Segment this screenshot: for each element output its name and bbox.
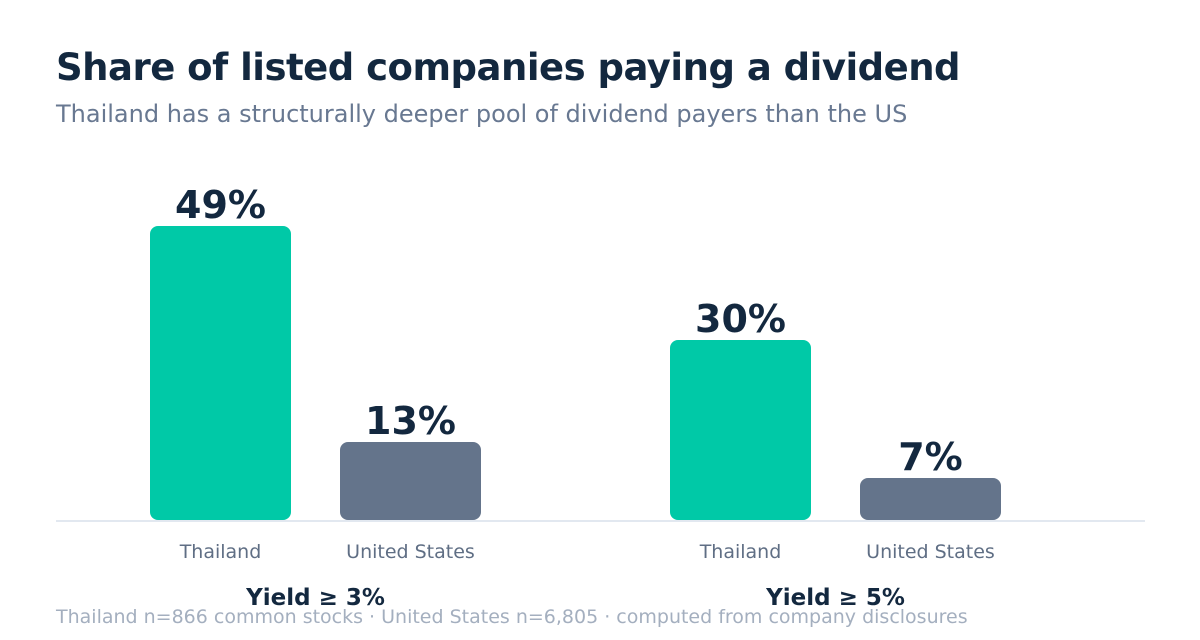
category-label: United States [346, 541, 475, 563]
value-label: 30% [695, 297, 786, 341]
category-label: Thailand [179, 541, 262, 563]
chart-title: Share of listed companies paying a divid… [56, 46, 961, 89]
value-label: 13% [365, 399, 456, 443]
bar-united-states-group-2 [860, 478, 1001, 520]
group-label: Yield ≥ 5% [765, 585, 905, 611]
chart-subtitle: Thailand has a structurally deeper pool … [56, 100, 908, 128]
bar-thailand-group-2 [670, 340, 811, 520]
bar-thailand-group-1 [150, 226, 291, 520]
category-label: Thailand [699, 541, 782, 563]
value-label: 7% [898, 435, 963, 479]
group-label: Yield ≥ 3% [245, 585, 385, 611]
value-label: 49% [175, 183, 266, 227]
footnote: Thailand n=866 common stocks · United St… [56, 606, 968, 628]
bar-united-states-group-1 [340, 442, 481, 520]
category-label: United States [866, 541, 995, 563]
